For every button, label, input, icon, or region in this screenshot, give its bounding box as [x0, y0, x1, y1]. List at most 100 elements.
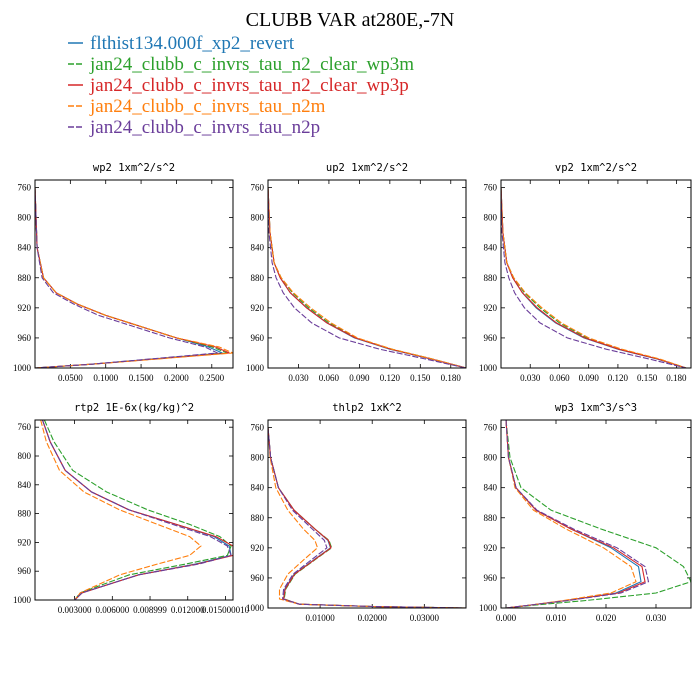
- panel-title: wp3 1xm^3/s^3: [555, 402, 637, 414]
- x-tick-label: 0.120: [380, 373, 401, 383]
- plot-frame: [267, 179, 467, 369]
- y-tick-label: 1000: [479, 363, 498, 373]
- series-line: [43, 420, 232, 600]
- panel-title: thlp2 1xK^2: [332, 402, 402, 414]
- y-tick-label: 960: [251, 573, 265, 583]
- x-tick-label: 0.03000: [410, 613, 440, 623]
- x-tick-label: 0.060: [549, 373, 570, 383]
- plot-frame: [500, 179, 692, 369]
- y-tick-label: 880: [251, 513, 265, 523]
- y-tick-label: 880: [18, 509, 32, 519]
- chart-panel: rtp2 1E-6x(kg/kg)^2 760 800 840 880 920 960 100…: [13, 402, 250, 615]
- y-tick-label: 880: [484, 273, 498, 283]
- y-tick-label: 760: [18, 422, 32, 432]
- x-tick-label: 0.060: [319, 373, 340, 383]
- series-line: [268, 427, 466, 608]
- legend-label: jan24_clubb_c_invrs_tau_n2_clear_wp3m: [89, 54, 414, 75]
- chart-panel: wp2 1xm^2/s^2 760 800 840 880 920 960 1000 0.050…: [13, 162, 234, 383]
- plot-frame: [34, 419, 234, 601]
- y-tick-label: 1000: [13, 363, 32, 373]
- series-line: [41, 420, 232, 600]
- series-line: [505, 420, 691, 608]
- y-tick-label: 920: [18, 537, 32, 547]
- x-tick-label: 0.012000: [171, 605, 205, 615]
- legend-item: jan24_clubb_c_invrs_tau_n2m: [68, 96, 326, 117]
- series-line: [505, 420, 637, 608]
- series-line: [35, 187, 230, 368]
- x-tick-label: 0.030: [288, 373, 309, 383]
- series-line: [35, 187, 228, 368]
- y-tick-label: 840: [18, 243, 32, 253]
- y-tick-label: 920: [484, 303, 498, 313]
- chart-panel: vp2 1xm^2/s^2 760 800 840 880 920 960 1000 0.030…: [479, 162, 692, 383]
- y-tick-label: 920: [484, 543, 498, 553]
- y-tick-label: 840: [484, 483, 498, 493]
- legend-item: flthist134.000f_xp2_revert: [68, 33, 295, 54]
- y-tick-label: 760: [484, 423, 498, 433]
- x-tick-label: 0.2500: [199, 373, 224, 383]
- x-tick-label: 0.1500: [129, 373, 154, 383]
- y-tick-label: 760: [251, 423, 265, 433]
- legend-item: jan24_clubb_c_invrs_tau_n2_clear_wp3m: [68, 54, 414, 75]
- y-tick-label: 1000: [246, 363, 265, 373]
- x-tick-label: 0.090: [579, 373, 600, 383]
- y-tick-label: 920: [251, 543, 265, 553]
- series-line: [35, 187, 220, 368]
- series-line: [501, 187, 687, 368]
- legend-label: jan24_clubb_c_invrs_tau_n2m: [89, 96, 326, 117]
- series-line: [35, 187, 223, 368]
- y-tick-label: 960: [18, 333, 32, 343]
- y-tick-label: 880: [18, 273, 32, 283]
- series-line: [268, 427, 466, 608]
- figure-title: CLUBB VAR at280E,-7N: [246, 9, 455, 31]
- x-tick-label: 0.003000: [58, 605, 92, 615]
- x-tick-label: 0.006000: [95, 605, 129, 615]
- x-tick-label: 0.008999: [133, 605, 167, 615]
- y-tick-label: 1000: [13, 595, 32, 605]
- plot-frame: [34, 179, 234, 369]
- legend-label: jan24_clubb_c_invrs_tau_n2_clear_wp3p: [89, 75, 409, 96]
- y-tick-label: 920: [251, 303, 265, 313]
- y-tick-label: 1000: [479, 603, 498, 613]
- y-tick-label: 800: [484, 453, 498, 463]
- x-tick-label: 0.180: [441, 373, 462, 383]
- panels: wp2 1xm^2/s^2 760 800 840 880 920 960 1000 0.050…: [13, 162, 692, 623]
- y-tick-label: 800: [484, 213, 498, 223]
- legend-item: jan24_clubb_c_invrs_tau_n2_clear_wp3p: [68, 75, 409, 96]
- y-tick-label: 800: [251, 453, 265, 463]
- x-tick-label: 0.030: [646, 613, 667, 623]
- x-tick-label: 0.150: [637, 373, 658, 383]
- series-line: [268, 427, 466, 608]
- x-tick-label: 0.120: [608, 373, 629, 383]
- y-tick-label: 800: [251, 213, 265, 223]
- series-line: [35, 187, 233, 368]
- y-tick-label: 840: [18, 480, 32, 490]
- x-tick-label: 0.2000: [164, 373, 189, 383]
- x-tick-label: 0.01000: [305, 613, 335, 623]
- y-tick-label: 880: [251, 273, 265, 283]
- series-line: [505, 420, 646, 608]
- y-tick-label: 760: [251, 183, 265, 193]
- series-line: [268, 187, 466, 368]
- x-tick-label: 0.020: [596, 613, 617, 623]
- y-tick-label: 760: [484, 183, 498, 193]
- chart-panel: up2 1xm^2/s^2 760 800 840 880 920 960 1000 0.030…: [246, 162, 467, 383]
- x-tick-label: 0.030: [520, 373, 541, 383]
- series-line: [40, 420, 202, 600]
- y-tick-label: 880: [484, 513, 498, 523]
- x-tick-label: 0.0500: [58, 373, 83, 383]
- y-tick-label: 920: [18, 303, 32, 313]
- y-tick-label: 1000: [246, 603, 265, 613]
- legend: flthist134.000f_xp2_revert jan24_clubb_c…: [68, 33, 414, 138]
- y-tick-label: 760: [18, 183, 32, 193]
- x-tick-label: 0.010: [546, 613, 567, 623]
- y-tick-label: 960: [18, 566, 32, 576]
- series-line: [505, 420, 650, 608]
- panel-title: wp2 1xm^2/s^2: [93, 162, 175, 174]
- chart-panel: wp3 1xm^3/s^3 760 800 840 880 920 960 10000.000…: [479, 402, 692, 623]
- series-line: [501, 187, 687, 368]
- series-line: [501, 187, 687, 368]
- x-tick-label: 0.000: [496, 613, 517, 623]
- legend-label: jan24_clubb_c_invrs_tau_n2p: [89, 117, 320, 138]
